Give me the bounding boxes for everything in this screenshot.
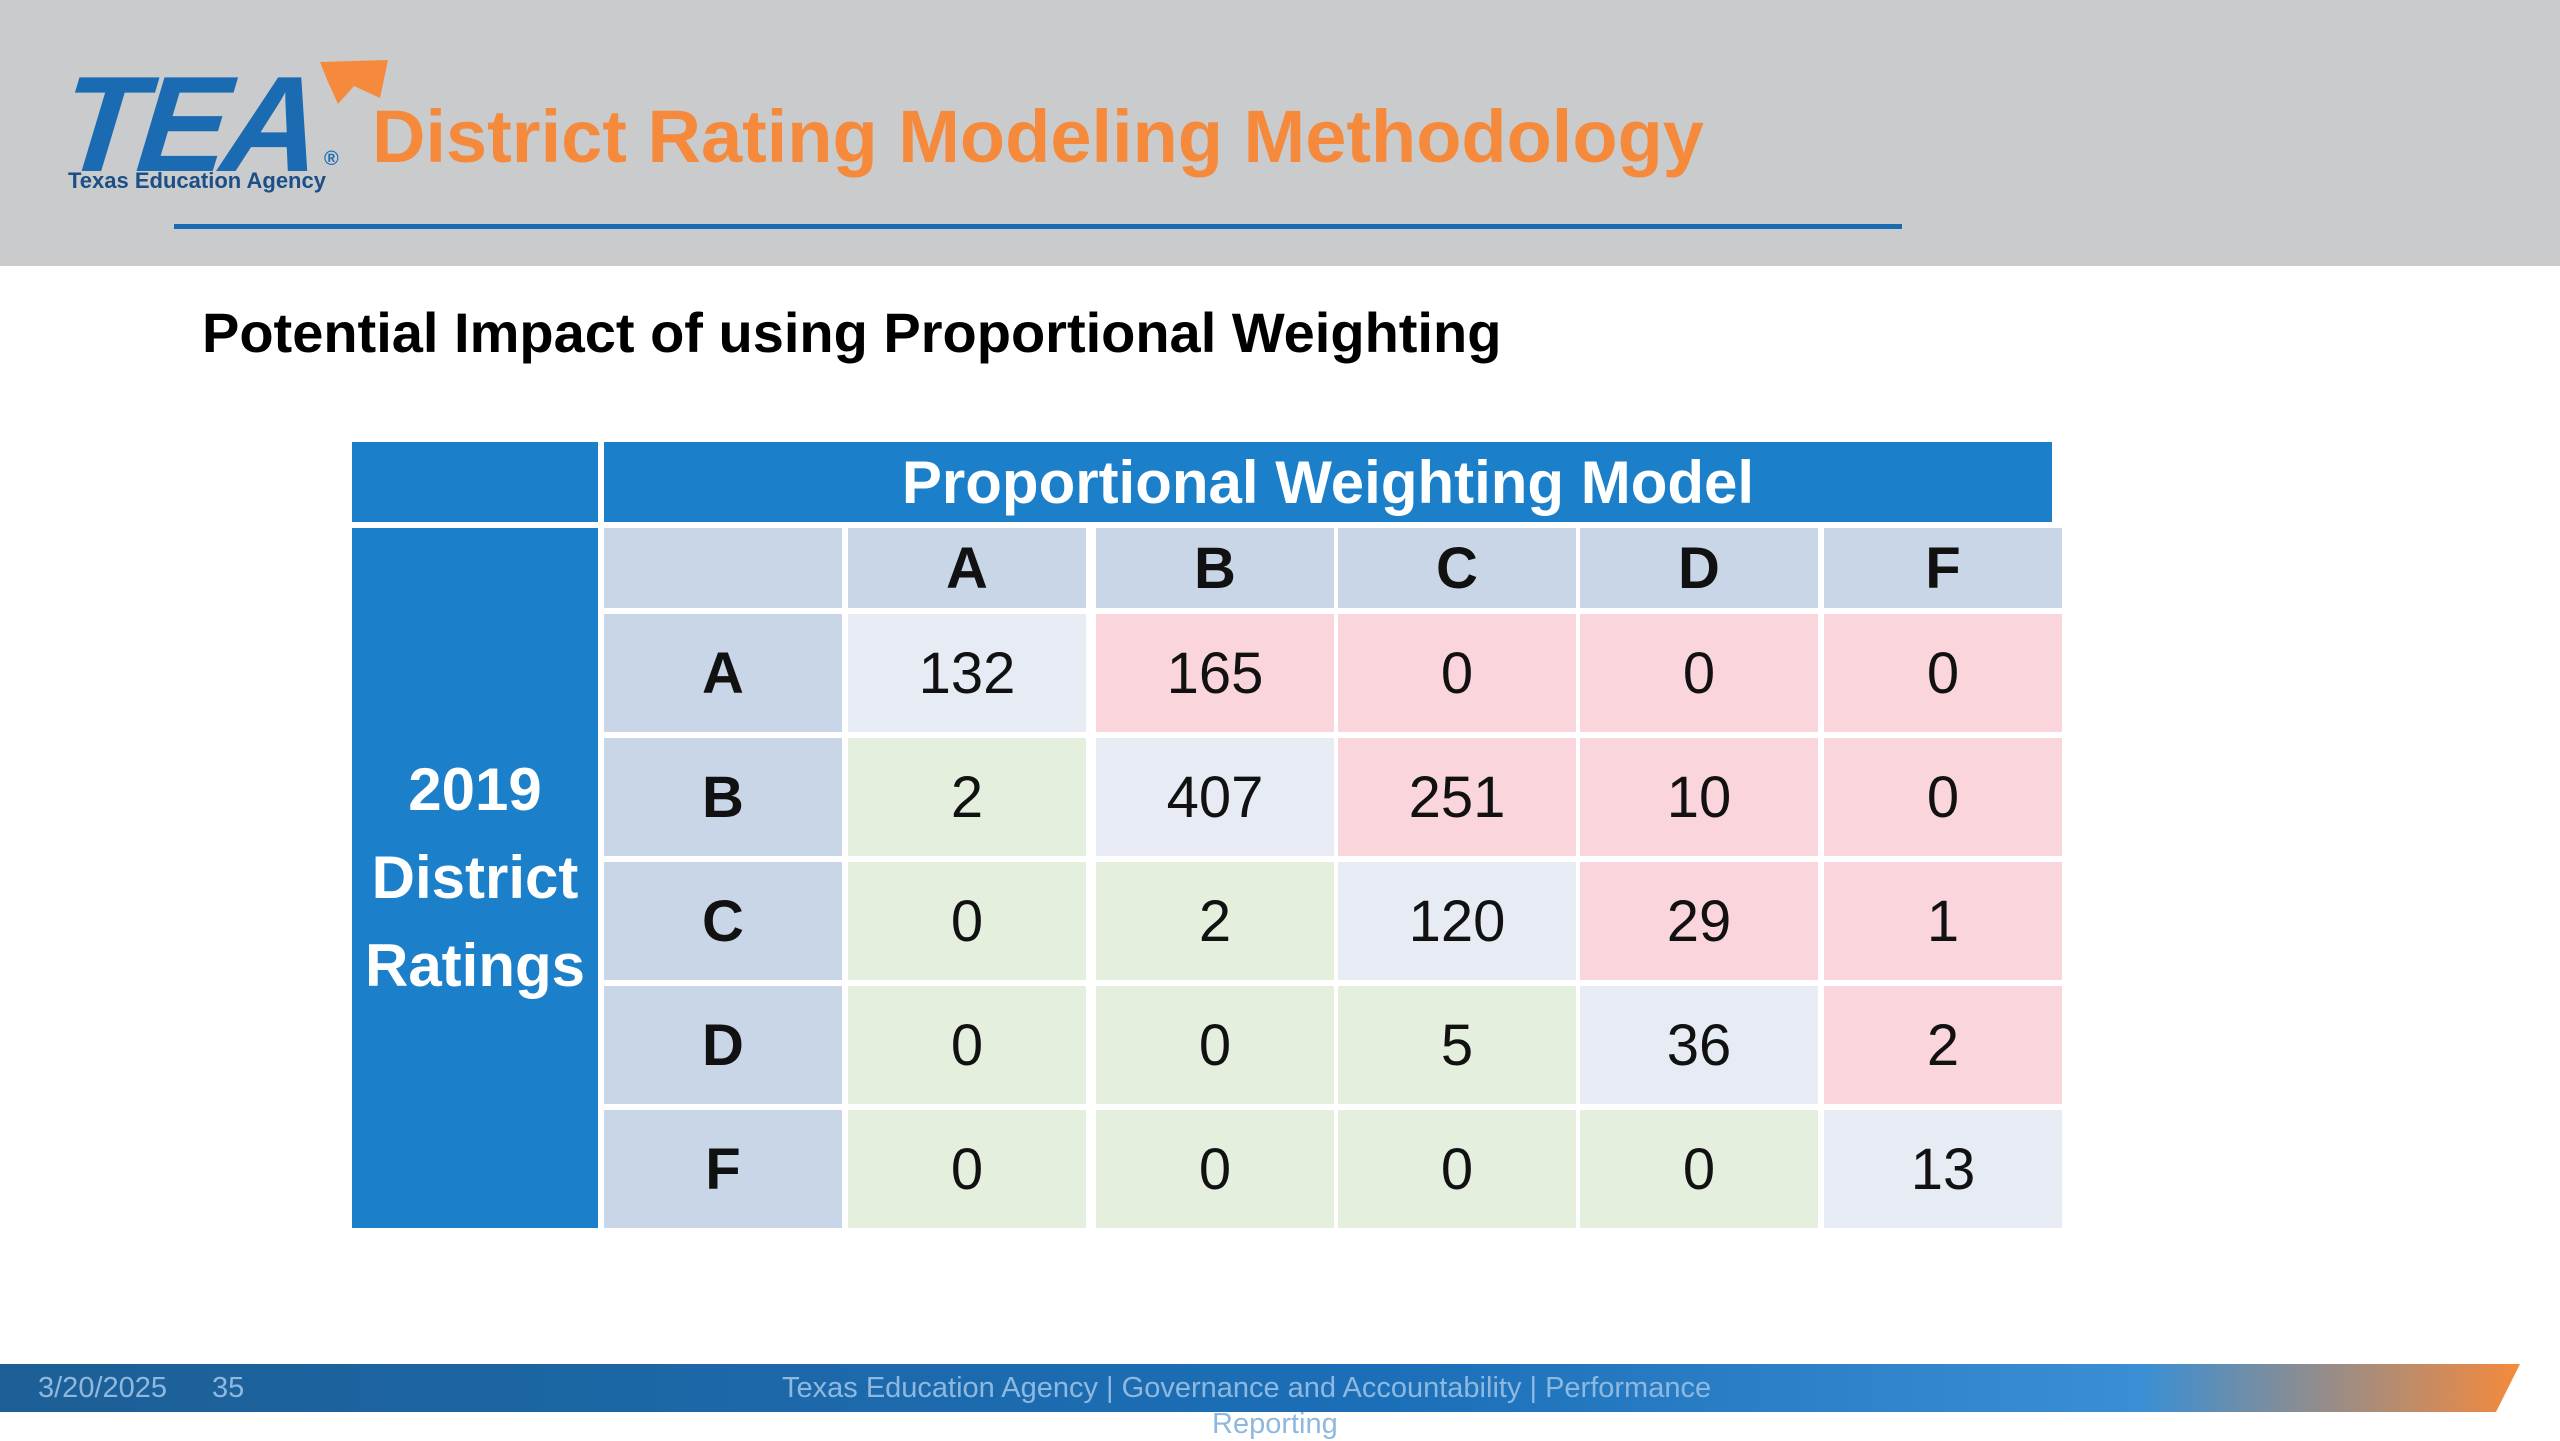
graduation-cap-icon — [320, 60, 388, 104]
table-cell: 0 — [1338, 1110, 1576, 1228]
registered-mark: ® — [324, 148, 339, 170]
footer-org-line2: Reporting — [1212, 1408, 1338, 1440]
side-label-line: 2019 — [408, 756, 542, 823]
row-header-d: D — [604, 986, 842, 1104]
table-cell: 5 — [1338, 986, 1576, 1104]
side-label-line: Ratings — [364, 932, 586, 999]
table-cell: 13 — [1824, 1110, 2062, 1228]
column-header-f: F — [1824, 528, 2062, 608]
row-header-f: F — [604, 1110, 842, 1228]
table-cell: 120 — [1338, 862, 1576, 980]
column-header-c: C — [1338, 528, 1576, 608]
table-cell: 2 — [1824, 986, 2062, 1104]
side-label-line: District — [371, 844, 579, 911]
column-header-d: D — [1580, 528, 1818, 608]
table-cell: 36 — [1580, 986, 1818, 1104]
table-corner-cell — [352, 442, 598, 522]
table-cell: 0 — [1824, 738, 2062, 856]
table-cell: 1 — [1824, 862, 2062, 980]
table-cell: 0 — [1824, 614, 2062, 732]
table-cell: 0 — [1096, 1110, 1334, 1228]
model-header: Proportional Weighting Model — [604, 442, 2052, 522]
slide-header: TEA ® Texas Education Agency District Ra… — [0, 0, 2560, 266]
row-header-corner — [604, 528, 842, 608]
table-cell: 2 — [848, 738, 1086, 856]
footer-org-line1: Texas Education Agency | Governance and … — [782, 1372, 1712, 1404]
rating-transition-table: Proportional Weighting Model 2019 Distri… — [352, 442, 2062, 1228]
table-cell: 29 — [1580, 862, 1818, 980]
table-cell: 165 — [1096, 614, 1334, 732]
header-divider — [174, 224, 1902, 229]
table-cell: 0 — [848, 862, 1086, 980]
table-cell: 251 — [1338, 738, 1576, 856]
table-cell: 132 — [848, 614, 1086, 732]
table-cell: 10 — [1580, 738, 1818, 856]
side-label: 2019 District Ratings — [352, 528, 598, 1228]
table-cell: 0 — [1580, 1110, 1818, 1228]
table-cell: 0 — [848, 1110, 1086, 1228]
table-cell: 2 — [1096, 862, 1334, 980]
logo-subtitle: Texas Education Agency — [68, 168, 326, 193]
column-header-b: B — [1096, 528, 1334, 608]
column-header-a: A — [848, 528, 1086, 608]
table-cell: 407 — [1096, 738, 1334, 856]
footer-date: 3/20/2025 — [38, 1372, 168, 1404]
row-header-b: B — [604, 738, 842, 856]
table-cell: 0 — [1338, 614, 1576, 732]
slide-title: District Rating Modeling Methodology — [372, 95, 1704, 178]
footer-page-number: 35 — [212, 1372, 245, 1404]
row-header-a: A — [604, 614, 842, 732]
table-cell: 0 — [1096, 986, 1334, 1104]
tea-logo: TEA ® Texas Education Agency — [54, 48, 388, 200]
table-cell: 0 — [848, 986, 1086, 1104]
row-header-c: C — [604, 862, 842, 980]
table-cell: 0 — [1580, 614, 1818, 732]
footer-bar — [0, 1364, 2520, 1412]
slide-subtitle: Potential Impact of using Proportional W… — [202, 301, 1502, 364]
